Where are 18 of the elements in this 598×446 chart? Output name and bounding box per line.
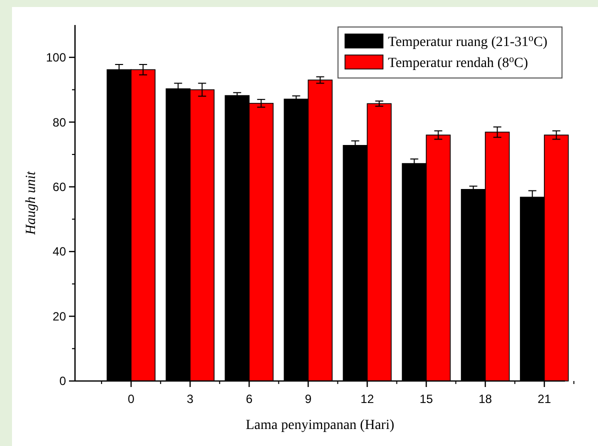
y-tick-label: 60	[52, 180, 66, 194]
x-tick-label: 0	[128, 392, 135, 406]
x-tick-label: 21	[538, 392, 552, 406]
x-tick-label: 15	[420, 392, 434, 406]
y-tick-label: 40	[52, 244, 66, 259]
x-tick-label: 18	[478, 392, 492, 406]
x-tick-label: 9	[304, 392, 312, 406]
y-tick-label: 80	[52, 115, 66, 130]
legend-label: Temperatur ruang (21-31$^{o}$C)	[388, 32, 548, 50]
legend-label: Temperatur rendah (8$^{o}$C)	[388, 54, 528, 71]
y-tick-label: 20	[52, 309, 66, 324]
x-tick-label: 12	[360, 392, 374, 406]
x-tick-label: 3	[186, 392, 194, 406]
y-tick-label: 100	[46, 50, 66, 65]
y-tick-label: 0	[59, 374, 66, 388]
x-axis-title: Lama penyimpanan (Hari)	[246, 418, 395, 433]
x-tick-label: 6	[246, 392, 253, 406]
y-axis-title: Haugh unit	[24, 170, 39, 236]
